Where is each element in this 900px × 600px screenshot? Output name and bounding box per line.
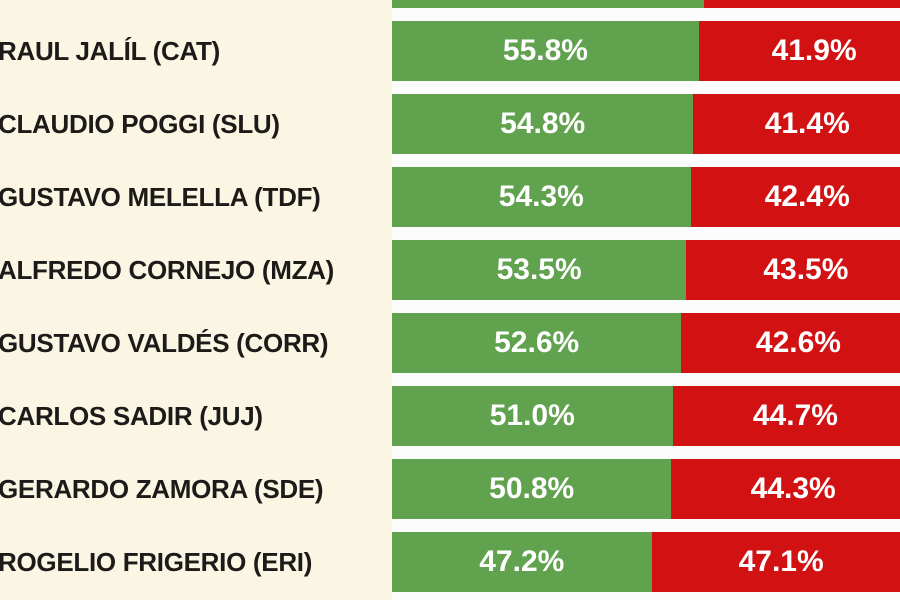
red-value-label: 44.3%: [750, 472, 836, 505]
red-value-label: 47.1%: [738, 545, 824, 578]
cropped-top-row: [0, 0, 900, 8]
green-segment: 51.0%: [392, 386, 673, 446]
green-value-label: 52.6%: [494, 326, 580, 359]
red-segment: 41.4%: [693, 94, 900, 154]
red-value-label: 44.7%: [752, 399, 838, 432]
governor-label: GERARDO ZAMORA (SDE): [0, 473, 324, 504]
governor-row: CARLOS SADIR (JUJ) 51.0% 44.7%: [0, 386, 900, 446]
red-value-label: 42.4%: [764, 180, 850, 213]
governor-row: RAUL JALÍL (CAT) 55.8% 41.9%: [0, 21, 900, 81]
governor-row: GERARDO ZAMORA (SDE) 50.8% 44.3%: [0, 459, 900, 519]
green-value-label: 50.8%: [489, 472, 575, 505]
red-segment: [704, 0, 900, 8]
governor-row: GUSTAVO VALDÉS (CORR) 52.6% 42.6%: [0, 313, 900, 373]
red-segment: 44.3%: [671, 459, 900, 519]
governor-row: CLAUDIO POGGI (SLU) 54.8% 41.4%: [0, 94, 900, 154]
governor-label: GUSTAVO MELELLA (TDF): [0, 181, 321, 212]
red-segment: 44.7%: [672, 386, 900, 446]
red-segment: 47.1%: [651, 532, 900, 592]
green-segment: 52.6%: [392, 313, 682, 373]
governor-rows: RAUL JALÍL (CAT) 55.8% 41.9% CLAUDIO POG…: [0, 21, 900, 592]
green-segment: [392, 0, 704, 8]
green-segment: 54.3%: [392, 167, 691, 227]
governor-label-cell: GUSTAVO VALDÉS (CORR): [0, 313, 392, 373]
governor-label-cell: RAUL JALÍL (CAT): [0, 21, 392, 81]
governor-row: ALFREDO CORNEJO (MZA) 53.5% 43.5%: [0, 240, 900, 300]
governor-label: CLAUDIO POGGI (SLU): [0, 108, 280, 139]
green-segment: 55.8%: [392, 21, 699, 81]
governor-label-cell: CLAUDIO POGGI (SLU): [0, 94, 392, 154]
green-value-label: 54.8%: [500, 107, 586, 140]
green-segment: 54.8%: [392, 94, 694, 154]
red-segment: 42.4%: [690, 167, 900, 227]
green-segment: 50.8%: [392, 459, 672, 519]
governor-label-cell: ALFREDO CORNEJO (MZA): [0, 240, 392, 300]
red-segment: 43.5%: [686, 240, 900, 300]
governor-label: CARLOS SADIR (JUJ): [0, 400, 263, 431]
governor-label: ROGELIO FRIGERIO (ERI): [0, 546, 313, 577]
governor-label-cell: GERARDO ZAMORA (SDE): [0, 459, 392, 519]
governor-label: RAUL JALÍL (CAT): [0, 35, 220, 66]
green-value-label: 54.3%: [498, 180, 584, 213]
green-segment: 47.2%: [392, 532, 652, 592]
green-value-label: 47.2%: [479, 545, 565, 578]
governor-row: GUSTAVO MELELLA (TDF) 54.3% 42.4%: [0, 167, 900, 227]
red-value-label: 42.6%: [755, 326, 841, 359]
governor-label: GUSTAVO VALDÉS (CORR): [0, 327, 329, 358]
red-segment: 41.9%: [698, 21, 900, 81]
governor-label-cell: CARLOS SADIR (JUJ): [0, 386, 392, 446]
green-value-label: 51.0%: [489, 399, 575, 432]
green-value-label: 53.5%: [496, 253, 582, 286]
governor-label-cell: ROGELIO FRIGERIO (ERI): [0, 532, 392, 592]
green-segment: 53.5%: [392, 240, 687, 300]
governor-row: ROGELIO FRIGERIO (ERI) 47.2% 47.1%: [0, 532, 900, 592]
green-value-label: 55.8%: [502, 34, 588, 67]
red-segment: 42.6%: [681, 313, 900, 373]
red-value-label: 41.9%: [771, 34, 857, 67]
governor-label-cell: GUSTAVO MELELLA (TDF): [0, 167, 392, 227]
red-value-label: 41.4%: [764, 107, 850, 140]
governor-label: ALFREDO CORNEJO (MZA): [0, 254, 335, 285]
red-value-label: 43.5%: [763, 253, 849, 286]
cropped-top-row-label-area: [0, 0, 392, 8]
